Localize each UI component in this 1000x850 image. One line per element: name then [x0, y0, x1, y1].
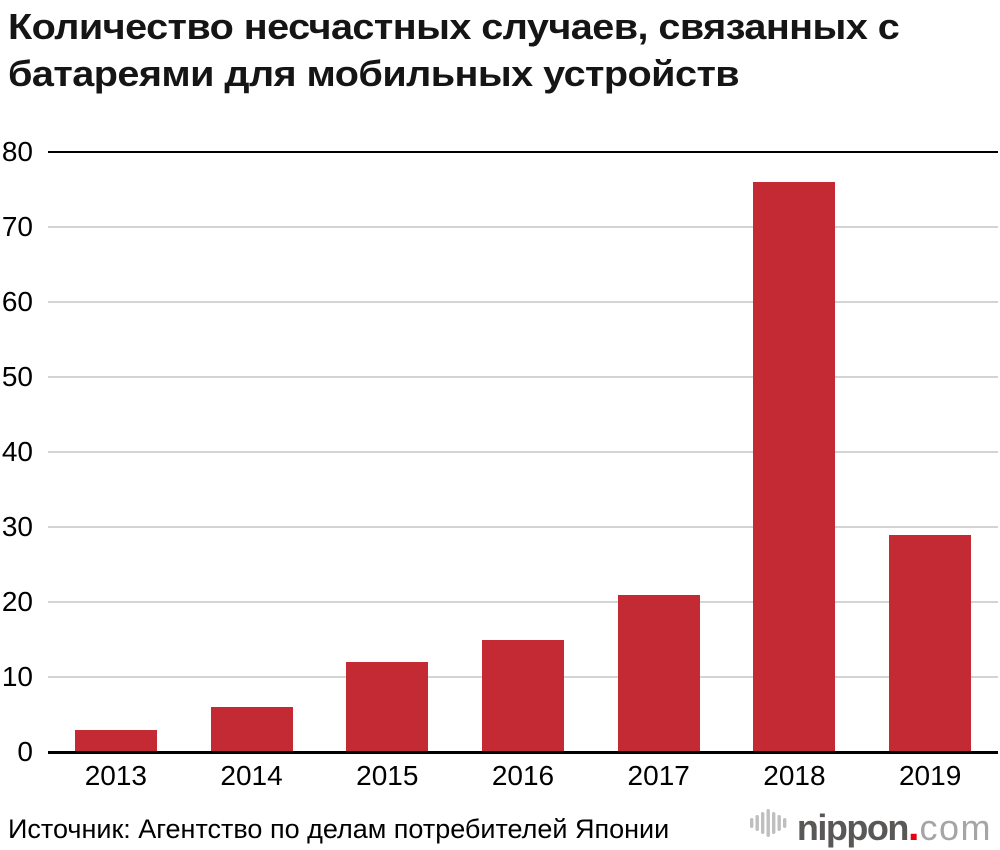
gridline-20	[48, 601, 998, 603]
y-axis-label: 60	[1, 286, 33, 317]
logo-dot: .	[907, 802, 920, 849]
x-axis-label: 2015	[356, 760, 419, 791]
y-axis-label: 40	[1, 436, 33, 467]
bar-2018	[753, 182, 836, 752]
bar-2014	[210, 707, 293, 752]
y-axis-label: 50	[1, 361, 33, 392]
x-axis-line	[48, 750, 998, 754]
y-axis-label: 20	[1, 586, 33, 617]
nippon-logo: nippon.com	[749, 800, 992, 850]
bar-2017	[617, 594, 700, 752]
y-axis-label: 80	[1, 136, 33, 167]
gridline-80	[48, 150, 998, 154]
chart-title: Количество несчастных случаев, связанных…	[8, 6, 900, 94]
logo-com: com	[919, 807, 992, 848]
gridline-50	[48, 376, 998, 378]
source-note: Источник: Агентство по делам потребителе…	[8, 814, 670, 844]
x-axis-label: 2019	[898, 760, 962, 791]
soundwave-icon	[749, 809, 787, 837]
gridline-70	[48, 226, 998, 228]
x-axis-label: 2013	[84, 760, 147, 791]
bar-2013	[74, 729, 157, 752]
bar-2015	[346, 662, 429, 752]
x-axis-label: 2017	[627, 760, 690, 791]
y-axis-label: 70	[1, 211, 33, 242]
x-axis-label: 2014	[220, 760, 283, 791]
bar-2019	[889, 534, 972, 752]
x-axis-label: 2018	[763, 760, 826, 791]
logo-nippon: nippon	[796, 807, 909, 848]
y-axis-label: 0	[17, 736, 33, 767]
y-axis-label: 10	[1, 661, 33, 692]
gridline-40	[48, 451, 998, 453]
bar-2016	[482, 639, 564, 752]
y-axis-label: 30	[1, 511, 33, 542]
gridline-60	[48, 301, 998, 303]
x-axis-label: 2016	[491, 760, 555, 791]
gridline-30	[48, 526, 998, 528]
